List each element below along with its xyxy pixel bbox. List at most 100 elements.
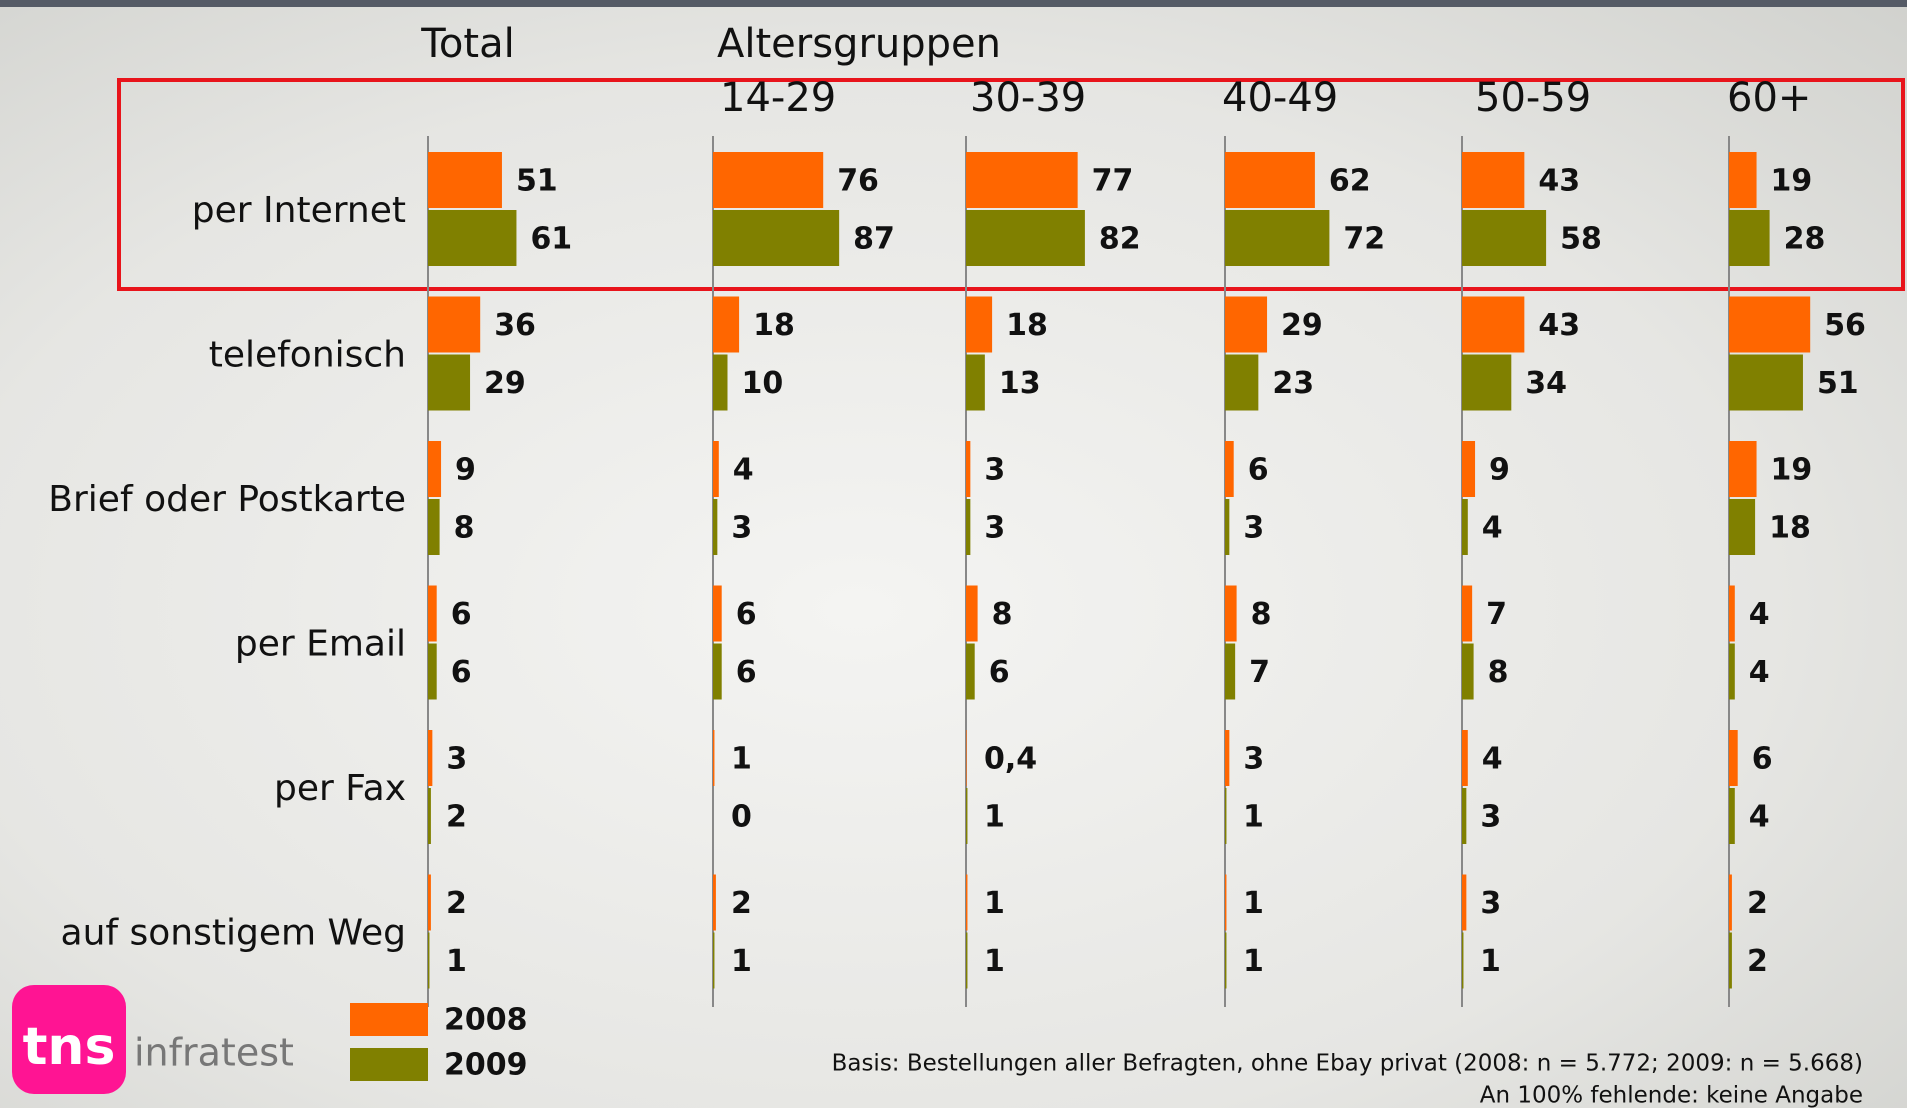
bar: [1462, 730, 1468, 786]
bar: [1462, 441, 1476, 497]
bar: [713, 210, 840, 266]
panel-title: 30-39: [970, 75, 1086, 121]
value-label: 0,4: [984, 742, 1037, 777]
bar: [1729, 210, 1770, 266]
value-label: 3: [1480, 800, 1501, 835]
note: An 100% fehlende: keine Angabe: [1480, 1083, 1863, 1108]
legend-swatch: [350, 1048, 428, 1081]
bar: [1729, 874, 1732, 931]
legend-label: 2008: [444, 1003, 528, 1038]
row-label: per Internet: [192, 190, 406, 231]
panel-title: Total: [420, 21, 514, 67]
value-label: 1: [731, 944, 752, 979]
value-label: 6: [736, 597, 757, 632]
value-label: 1: [1243, 800, 1264, 835]
value-label: 51: [1817, 366, 1859, 401]
bar: [428, 354, 471, 411]
value-label: 61: [530, 222, 572, 257]
bar: [428, 932, 430, 989]
bar: [428, 730, 433, 786]
row-label: telefonisch: [209, 335, 406, 376]
value-label: 3: [1243, 511, 1264, 546]
bar: [713, 354, 728, 411]
bar: [713, 643, 722, 700]
row-label: per Email: [235, 624, 406, 665]
value-label: 72: [1343, 222, 1385, 257]
bar: [1729, 643, 1735, 700]
bar: [966, 499, 971, 555]
bar: [713, 499, 718, 555]
bar: [713, 932, 715, 989]
value-label: 34: [1525, 366, 1567, 401]
legend-label: 2009: [444, 1048, 528, 1083]
bar: [1225, 643, 1236, 700]
value-label: 9: [455, 453, 476, 488]
value-label: 6: [736, 655, 757, 690]
bar: [428, 210, 517, 266]
bar: [713, 874, 716, 931]
value-label: 77: [1092, 164, 1134, 199]
value-label: 2: [1747, 944, 1768, 979]
value-label: 1: [1480, 944, 1501, 979]
bar: [966, 296, 993, 353]
bar: [713, 730, 715, 786]
value-label: 43: [1538, 164, 1580, 199]
value-label: 13: [999, 366, 1041, 401]
value-label: 1: [1243, 944, 1264, 979]
bar: [428, 296, 481, 353]
value-label: 2: [446, 886, 467, 921]
value-label: 18: [753, 308, 795, 343]
value-label: 1: [731, 742, 752, 777]
value-label: 28: [1784, 222, 1826, 257]
value-label: 10: [742, 366, 784, 401]
value-label: 1: [1243, 886, 1264, 921]
bar: [1225, 499, 1230, 555]
value-label: 8: [992, 597, 1013, 632]
bar: [428, 499, 440, 555]
bar: [966, 354, 985, 411]
bar: [1225, 152, 1315, 208]
bar: [1729, 354, 1803, 411]
value-label: 18: [1006, 308, 1048, 343]
highlight-box: [117, 78, 1905, 291]
value-label: 6: [1752, 742, 1773, 777]
bar: [1225, 441, 1234, 497]
value-label: 36: [494, 308, 536, 343]
bar: [966, 730, 967, 786]
bar: [966, 210, 1085, 266]
bar: [1462, 643, 1474, 700]
value-label: 4: [1749, 597, 1770, 632]
value-label: 4: [1749, 655, 1770, 690]
value-label: 43: [1538, 308, 1580, 343]
value-label: 8: [1488, 655, 1509, 690]
value-label: 8: [454, 511, 475, 546]
value-label: 62: [1329, 164, 1371, 199]
value-label: 6: [989, 655, 1010, 690]
value-label: 2: [731, 886, 752, 921]
value-label: 0: [731, 800, 752, 835]
value-label: 87: [853, 222, 895, 257]
panel-title: 40-49: [1222, 75, 1338, 121]
bar: [966, 643, 975, 700]
bar: [966, 152, 1078, 208]
bar: [1729, 441, 1757, 497]
legend-swatch: [350, 1003, 428, 1036]
value-label: 9: [1489, 453, 1510, 488]
value-label: 7: [1486, 597, 1507, 632]
logo: tns: [23, 1017, 116, 1077]
row-label: per Fax: [274, 768, 406, 809]
bar: [428, 643, 437, 700]
bar: [1225, 585, 1237, 642]
bar: [966, 585, 978, 642]
bar: [1462, 499, 1468, 555]
bar: [1462, 152, 1525, 208]
value-label: 56: [1824, 308, 1866, 343]
value-label: 3: [984, 453, 1005, 488]
value-label: 23: [1272, 366, 1314, 401]
bar: [428, 585, 437, 642]
bar: [1462, 296, 1525, 353]
value-label: 6: [451, 597, 472, 632]
bar: [713, 585, 722, 642]
